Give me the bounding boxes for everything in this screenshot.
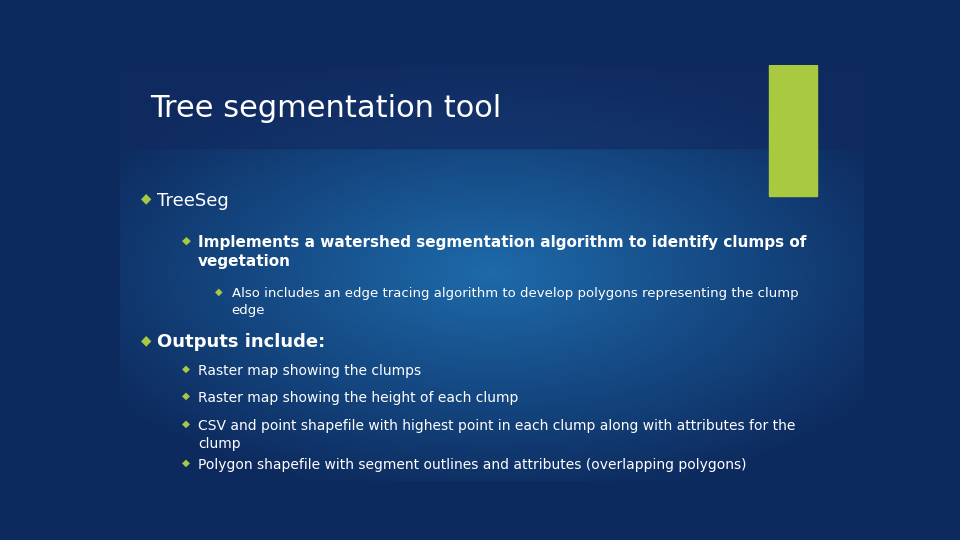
Text: Tree segmentation tool: Tree segmentation tool	[150, 94, 501, 123]
Text: Outputs include:: Outputs include:	[157, 333, 325, 351]
Text: TreeSeg: TreeSeg	[157, 192, 228, 210]
Text: Also includes an edge tracing algorithm to develop polygons representing the clu: Also includes an edge tracing algorithm …	[231, 287, 798, 317]
Bar	[769, 65, 817, 196]
Text: CSV and point shapefile with highest point in each clump along with attributes f: CSV and point shapefile with highest poi…	[198, 419, 796, 451]
Text: ◆: ◆	[215, 287, 223, 297]
Text: Raster map showing the clumps: Raster map showing the clumps	[198, 364, 421, 378]
Text: ◆: ◆	[181, 419, 190, 429]
Text: ◆: ◆	[141, 333, 152, 347]
Text: ◆: ◆	[181, 391, 190, 401]
Text: ◆: ◆	[181, 235, 191, 245]
Text: ◆: ◆	[141, 192, 152, 206]
Text: Raster map showing the height of each clump: Raster map showing the height of each cl…	[198, 391, 518, 405]
Text: Polygon shapefile with segment outlines and attributes (overlapping polygons): Polygon shapefile with segment outlines …	[198, 458, 747, 472]
Text: ◆: ◆	[181, 364, 190, 374]
Text: ◆: ◆	[181, 458, 190, 468]
Bar	[120, 65, 864, 148]
Text: Implements a watershed segmentation algorithm to identify clumps of
vegetation: Implements a watershed segmentation algo…	[198, 235, 806, 269]
